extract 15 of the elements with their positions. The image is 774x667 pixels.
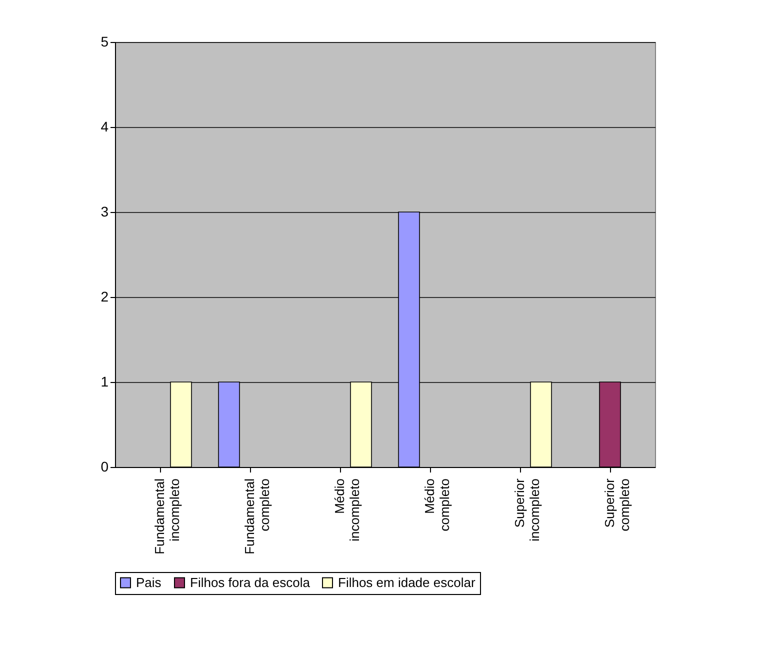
x-tick-label: Fundamental incompleto [152, 478, 182, 554]
y-tick-label: 2 [100, 288, 109, 304]
x-tick-label: Superior completo [602, 478, 632, 532]
y-tick-label: 3 [100, 204, 109, 220]
x-tick-label: Fundamental completo [242, 478, 272, 554]
legend-label: Filhos em idade escolar [338, 574, 476, 590]
y-tick-label: 5 [100, 34, 109, 50]
legend-label: Pais [136, 574, 162, 590]
y-tick-label: 1 [100, 374, 109, 390]
x-tick-label: Médio completo [422, 478, 452, 532]
x-tick-label: Superior incompleto [512, 478, 542, 542]
legend-label: Filhos fora da escola [190, 574, 311, 590]
y-tick-label: 0 [100, 458, 109, 474]
x-tick-label: Médio incompleto [332, 478, 362, 542]
y-tick-label: 4 [100, 118, 109, 134]
